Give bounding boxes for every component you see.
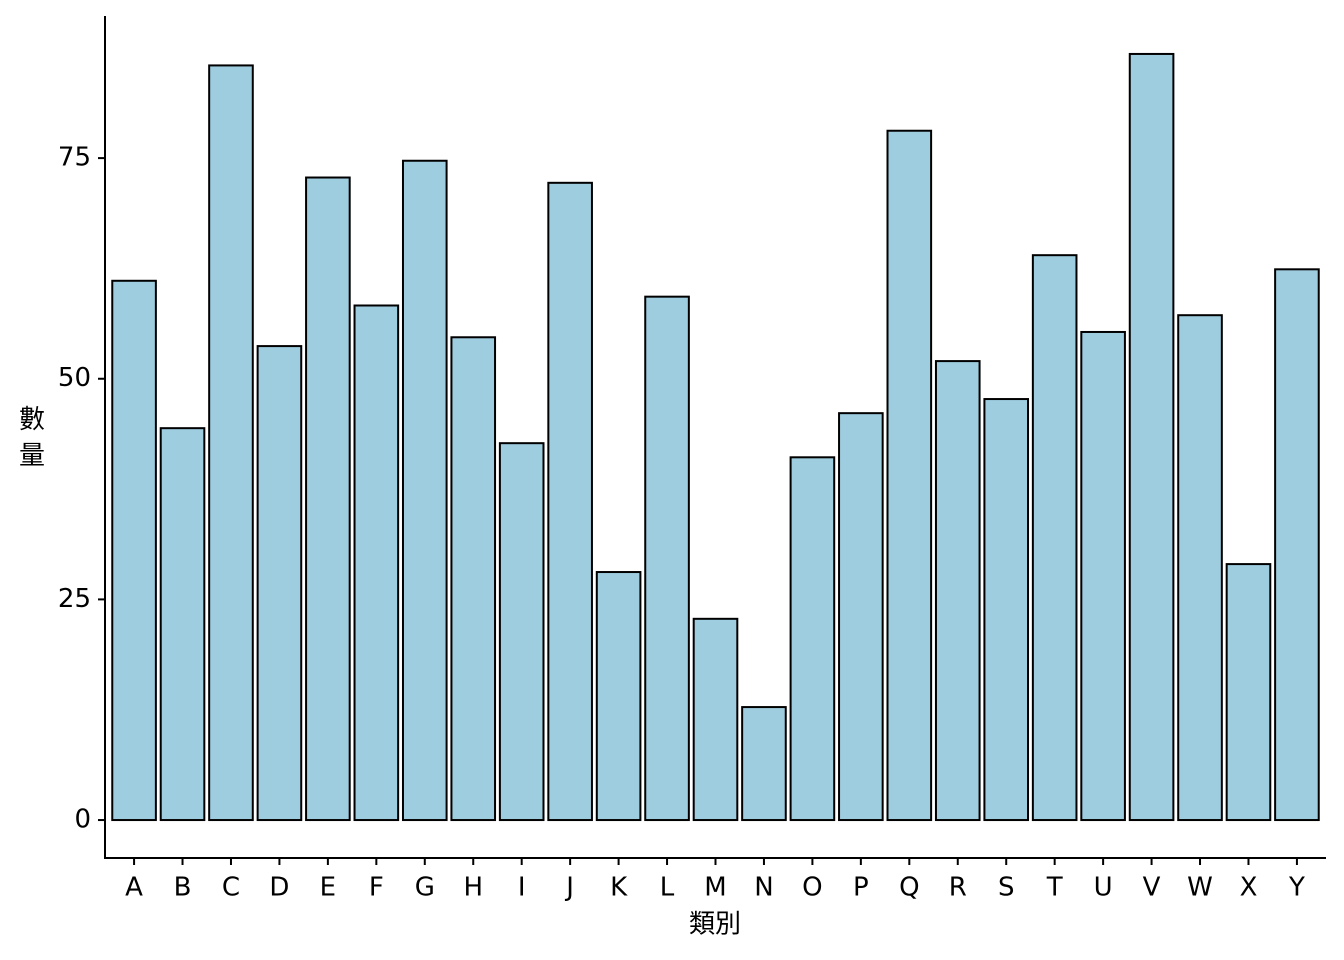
bar bbox=[934, 360, 981, 822]
x-tick-label: C bbox=[222, 873, 240, 903]
y-tick-label: 50 bbox=[58, 363, 91, 393]
x-tick-label: S bbox=[998, 873, 1015, 903]
x-tick-label: Y bbox=[1288, 873, 1305, 903]
x-tick-label: V bbox=[1143, 873, 1161, 903]
x-tick-label: F bbox=[369, 873, 384, 903]
x-tick-label: K bbox=[610, 873, 628, 903]
x-tick-label: A bbox=[125, 873, 143, 903]
bar bbox=[595, 571, 642, 822]
x-tick-label: N bbox=[754, 873, 773, 903]
bar bbox=[1031, 254, 1078, 822]
x-tick-label: R bbox=[949, 873, 967, 903]
x-tick-label: D bbox=[269, 873, 289, 903]
y-tick-label: 25 bbox=[58, 584, 91, 614]
bar bbox=[1080, 330, 1126, 822]
x-tick-label: Q bbox=[899, 873, 919, 903]
x-tick-label: E bbox=[320, 873, 336, 903]
bar bbox=[789, 456, 836, 822]
bar bbox=[498, 442, 545, 822]
bar bbox=[256, 345, 303, 822]
bar bbox=[983, 398, 1030, 822]
bar bbox=[401, 159, 448, 822]
x-tick-label: G bbox=[415, 873, 435, 903]
y-tick-label: 0 bbox=[74, 805, 91, 835]
x-tick-label: T bbox=[1046, 873, 1063, 903]
bar bbox=[1177, 314, 1223, 822]
bar bbox=[159, 427, 206, 822]
bar bbox=[208, 64, 254, 822]
bar bbox=[692, 617, 739, 822]
y-axis-label: 數量 bbox=[19, 405, 45, 471]
bar bbox=[111, 279, 157, 822]
x-tick-label: B bbox=[174, 873, 192, 903]
x-tick-label: I bbox=[518, 873, 526, 903]
bar bbox=[886, 129, 933, 822]
bar bbox=[1274, 268, 1320, 822]
x-tick-label: H bbox=[463, 873, 483, 903]
bar bbox=[644, 295, 690, 822]
x-tick-label: J bbox=[564, 873, 574, 903]
x-tick-label: M bbox=[704, 873, 726, 903]
bar bbox=[353, 304, 400, 822]
bar bbox=[1128, 52, 1175, 822]
bar bbox=[305, 176, 351, 822]
x-tick-label: X bbox=[1240, 873, 1258, 903]
x-axis-label: 類別 bbox=[689, 910, 741, 940]
bar bbox=[838, 412, 884, 822]
x-tick-label: L bbox=[660, 873, 675, 903]
x-tick-label: U bbox=[1094, 873, 1113, 903]
x-tick-label: W bbox=[1187, 873, 1213, 903]
bar bbox=[450, 336, 497, 822]
bar bbox=[547, 181, 593, 822]
x-tick-label: O bbox=[802, 873, 822, 903]
x-tick-label: P bbox=[853, 873, 869, 903]
y-tick-label: 75 bbox=[58, 143, 91, 173]
bar bbox=[1225, 563, 1272, 822]
bar bbox=[741, 706, 787, 822]
